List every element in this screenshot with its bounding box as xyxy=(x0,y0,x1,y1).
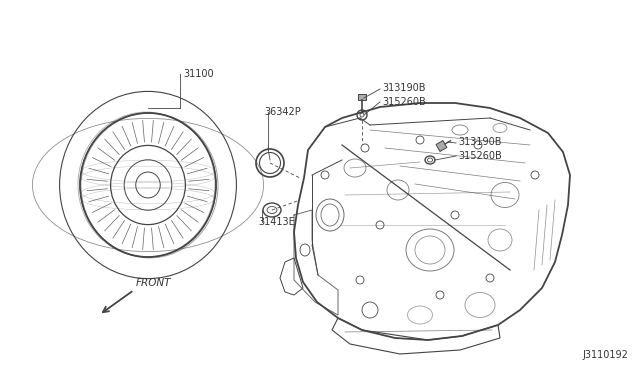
Text: 31413E: 31413E xyxy=(258,217,295,227)
Text: J3110192: J3110192 xyxy=(582,350,628,360)
Text: 313190B: 313190B xyxy=(458,137,502,147)
Text: 36342P: 36342P xyxy=(264,107,301,117)
Text: 315260B: 315260B xyxy=(458,151,502,161)
Polygon shape xyxy=(436,141,447,151)
Text: 31100: 31100 xyxy=(183,69,214,79)
Polygon shape xyxy=(358,94,366,100)
Text: 315260B: 315260B xyxy=(382,97,426,107)
Text: 313190B: 313190B xyxy=(382,83,426,93)
Text: FRONT: FRONT xyxy=(136,278,172,288)
